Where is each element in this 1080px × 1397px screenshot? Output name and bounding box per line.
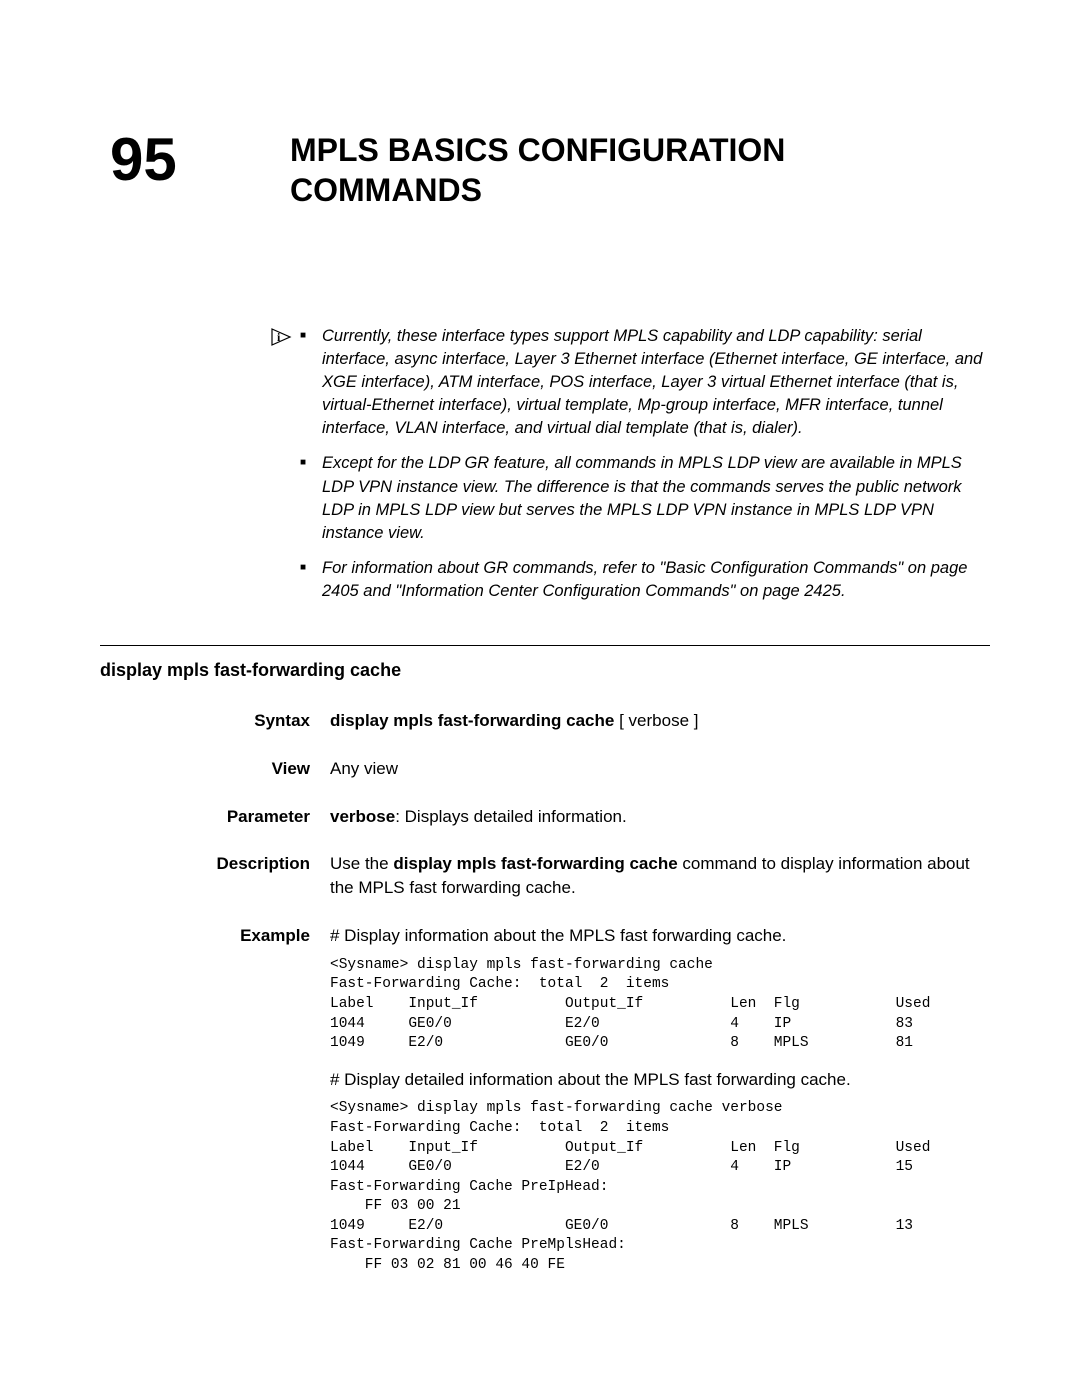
view-row: View Any view <box>100 757 990 781</box>
example-label: Example <box>100 924 330 948</box>
chapter-title: MPLS BASICS CONFIGURATION COMMANDS <box>290 130 785 210</box>
syntax-command: display mpls fast-forwarding cache <box>330 711 614 730</box>
example-row: Example # Display information about the … <box>100 924 990 1289</box>
view-content: Any view <box>330 757 990 781</box>
example-intro-2: # Display detailed information about the… <box>330 1068 990 1092</box>
parameter-row: Parameter verbose: Displays detailed inf… <box>100 805 990 829</box>
parameter-label: Parameter <box>100 805 330 829</box>
section-title: display mpls fast-forwarding cache <box>100 660 990 681</box>
description-row: Description Use the display mpls fast-fo… <box>100 852 990 900</box>
syntax-content: display mpls fast-forwarding cache [ ver… <box>330 709 990 733</box>
description-label: Description <box>100 852 330 876</box>
note-block: i Currently, these interface types suppo… <box>270 325 990 615</box>
title-line-2: COMMANDS <box>290 172 482 208</box>
note-item: Except for the LDP GR feature, all comma… <box>300 452 990 544</box>
syntax-optional: [ verbose ] <box>619 711 698 730</box>
description-command: display mpls fast-forwarding cache <box>393 854 677 873</box>
example-intro-1: # Display information about the MPLS fas… <box>330 924 990 948</box>
info-icon: i <box>270 327 300 352</box>
chapter-header: 95 MPLS BASICS CONFIGURATION COMMANDS <box>100 130 990 210</box>
code-block-1: <Sysname> display mpls fast-forwarding c… <box>330 956 990 1054</box>
note-item: Currently, these interface types support… <box>300 325 990 440</box>
view-label: View <box>100 757 330 781</box>
parameter-text: : Displays detailed information. <box>395 807 627 826</box>
example-content: # Display information about the MPLS fas… <box>330 924 990 1289</box>
note-list: Currently, these interface types support… <box>300 325 990 615</box>
code-block-2: <Sysname> display mpls fast-forwarding c… <box>330 1099 990 1275</box>
parameter-name: verbose <box>330 807 395 826</box>
page: 95 MPLS BASICS CONFIGURATION COMMANDS i … <box>0 0 1080 1373</box>
description-content: Use the display mpls fast-forwarding cac… <box>330 852 990 900</box>
syntax-label: Syntax <box>100 709 330 733</box>
title-line-1: MPLS BASICS CONFIGURATION <box>290 132 785 168</box>
chapter-number: 95 <box>100 130 290 190</box>
parameter-content: verbose: Displays detailed information. <box>330 805 990 829</box>
section-rule <box>100 645 990 646</box>
syntax-row: Syntax display mpls fast-forwarding cach… <box>100 709 990 733</box>
note-item: For information about GR commands, refer… <box>300 557 990 603</box>
description-prefix: Use the <box>330 854 393 873</box>
